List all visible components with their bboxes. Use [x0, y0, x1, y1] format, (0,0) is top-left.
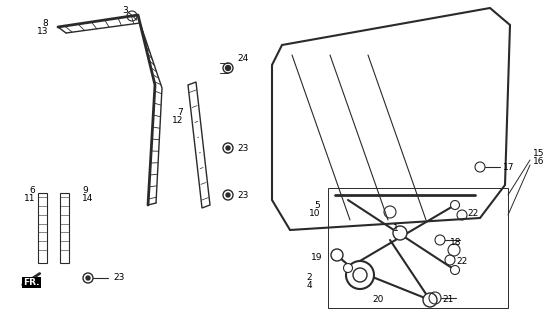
Circle shape — [344, 263, 352, 273]
Text: 4: 4 — [306, 282, 312, 291]
Text: 3: 3 — [122, 5, 128, 14]
Text: 6: 6 — [29, 186, 35, 195]
Circle shape — [331, 249, 343, 261]
Circle shape — [393, 226, 407, 240]
Text: 11: 11 — [24, 194, 35, 203]
Circle shape — [448, 244, 460, 256]
Text: 5: 5 — [314, 201, 320, 210]
Text: 23: 23 — [237, 190, 248, 199]
Circle shape — [353, 268, 367, 282]
Circle shape — [226, 146, 230, 150]
Text: 10: 10 — [309, 209, 320, 218]
Text: 23: 23 — [113, 274, 124, 283]
Text: 17: 17 — [503, 163, 515, 172]
Circle shape — [450, 201, 460, 210]
Circle shape — [450, 266, 460, 275]
Text: 7: 7 — [177, 108, 183, 116]
Text: 9: 9 — [82, 186, 88, 195]
Text: 21: 21 — [442, 295, 453, 305]
Text: 12: 12 — [172, 116, 183, 124]
Text: FR.: FR. — [23, 278, 39, 287]
Text: 23: 23 — [237, 143, 248, 153]
Text: 20: 20 — [372, 295, 384, 305]
Text: 16: 16 — [533, 156, 545, 165]
Text: 19: 19 — [311, 253, 322, 262]
Text: 18: 18 — [450, 237, 461, 246]
Text: 14: 14 — [82, 194, 93, 203]
Text: 24: 24 — [237, 53, 248, 62]
Circle shape — [346, 261, 374, 289]
Text: 1: 1 — [393, 223, 399, 233]
Text: 2: 2 — [306, 274, 312, 283]
Circle shape — [423, 293, 437, 307]
Circle shape — [225, 66, 231, 70]
Circle shape — [86, 276, 90, 280]
Circle shape — [226, 193, 230, 197]
Text: 15: 15 — [533, 148, 545, 157]
Text: 8: 8 — [42, 19, 48, 28]
Text: 22: 22 — [467, 209, 478, 218]
Text: 13: 13 — [37, 27, 48, 36]
Text: 22: 22 — [456, 258, 467, 267]
